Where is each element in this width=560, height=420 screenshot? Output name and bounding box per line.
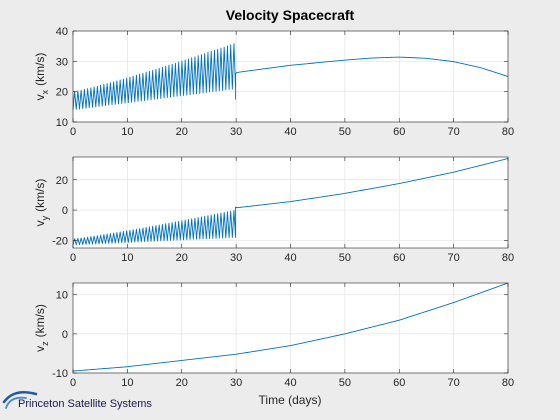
y-tick-label-vy-20: 20 bbox=[56, 175, 68, 187]
y-tick-label-vx-20: 20 bbox=[56, 87, 68, 99]
x-axis-label: Time (days) bbox=[259, 393, 322, 407]
y-label-unit-vx: (km/s) bbox=[33, 53, 47, 86]
x-tick-label-vx-80: 80 bbox=[502, 126, 514, 138]
y-tick-label-vz--10: -10 bbox=[52, 368, 68, 380]
y-axis-label-vy: vy (km/s) bbox=[33, 179, 50, 227]
x-tick-label-vz-0: 0 bbox=[70, 377, 76, 389]
x-tick-label-vx-50: 50 bbox=[339, 126, 351, 138]
y-tick-label-vy--20: -20 bbox=[52, 235, 68, 247]
logo-text: Princeton Satellite Systems bbox=[18, 398, 152, 410]
x-tick-label-vz-30: 30 bbox=[230, 377, 242, 389]
y-label-symbol-vx: v bbox=[33, 94, 47, 100]
y-label-subscript-vz: z bbox=[40, 341, 50, 346]
y-tick-label-vx-40: 40 bbox=[56, 26, 68, 38]
x-tick-label-vz-60: 60 bbox=[393, 377, 405, 389]
x-tick-label-vy-80: 80 bbox=[502, 252, 514, 264]
x-tick-label-vz-70: 70 bbox=[448, 377, 460, 389]
y-label-symbol-vy: v bbox=[33, 220, 47, 226]
x-tick-label-vy-40: 40 bbox=[284, 252, 296, 264]
y-axis-label-vz: vz (km/s) bbox=[33, 304, 50, 352]
x-tick-label-vy-60: 60 bbox=[393, 252, 405, 264]
x-tick-label-vy-30: 30 bbox=[230, 252, 242, 264]
x-tick-label-vx-10: 10 bbox=[121, 126, 133, 138]
series-line-vx bbox=[72, 43, 509, 110]
y-tick-label-vy-0: 0 bbox=[62, 205, 68, 217]
x-tick-label-vz-10: 10 bbox=[121, 377, 133, 389]
y-label-symbol-vz: v bbox=[33, 346, 47, 352]
x-tick-label-vy-50: 50 bbox=[339, 252, 351, 264]
x-tick-label-vy-10: 10 bbox=[121, 252, 133, 264]
x-tick-label-vz-80: 80 bbox=[502, 377, 514, 389]
y-tick-label-vx-10: 10 bbox=[56, 117, 68, 129]
y-label-subscript-vy: y bbox=[40, 215, 50, 220]
x-tick-label-vx-20: 20 bbox=[176, 126, 188, 138]
x-tick-label-vz-20: 20 bbox=[176, 377, 188, 389]
y-label-unit-vz: (km/s) bbox=[33, 304, 47, 337]
x-tick-label-vx-40: 40 bbox=[284, 126, 296, 138]
x-tick-label-vx-70: 70 bbox=[448, 126, 460, 138]
x-tick-label-vy-0: 0 bbox=[70, 252, 76, 264]
y-tick-label-vz-0: 0 bbox=[62, 329, 68, 341]
x-tick-label-vx-30: 30 bbox=[230, 126, 242, 138]
series-line-vy bbox=[72, 158, 509, 246]
series-line-vz bbox=[72, 282, 509, 372]
x-tick-label-vz-40: 40 bbox=[284, 377, 296, 389]
y-label-unit-vy: (km/s) bbox=[33, 179, 47, 212]
y-label-subscript-vx: x bbox=[40, 89, 50, 94]
y-tick-label-vz-10: 10 bbox=[56, 290, 68, 302]
y-tick-label-vx-30: 30 bbox=[56, 56, 68, 68]
x-tick-label-vx-60: 60 bbox=[393, 126, 405, 138]
x-tick-label-vy-20: 20 bbox=[176, 252, 188, 264]
x-tick-label-vy-70: 70 bbox=[448, 252, 460, 264]
y-axis-label-vx: vx (km/s) bbox=[33, 53, 50, 101]
chart-title: Velocity Spacecraft bbox=[226, 7, 355, 23]
x-tick-label-vz-50: 50 bbox=[339, 377, 351, 389]
logo-icon bbox=[2, 391, 38, 409]
x-tick-label-vx-0: 0 bbox=[70, 126, 76, 138]
